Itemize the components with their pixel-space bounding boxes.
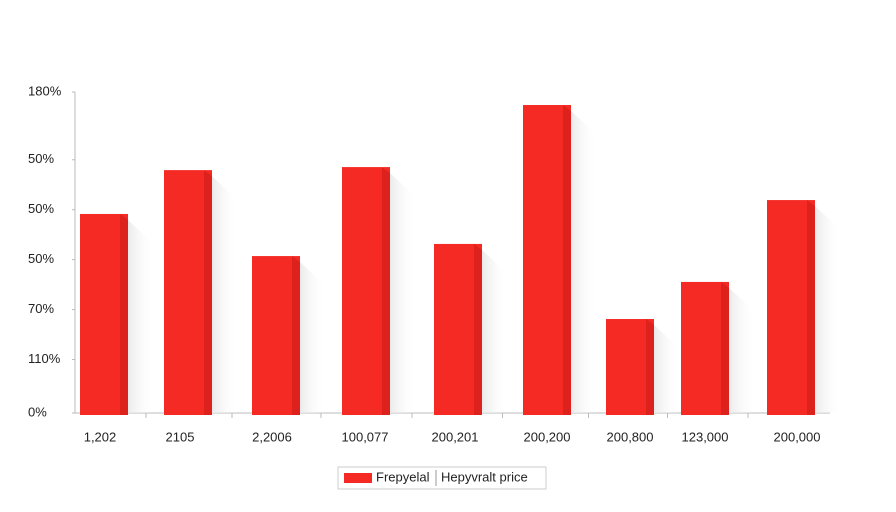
x-tick-label: 2,2006 (252, 429, 292, 444)
bar-side (563, 105, 571, 415)
bar-shadow (300, 262, 326, 413)
bar-side (382, 167, 390, 415)
bar-shadow (571, 111, 597, 413)
y-tick-label: 110% (28, 351, 61, 366)
legend: Frepyelal Hepyvralt price (337, 466, 547, 490)
x-tick-label: 100,077 (342, 429, 389, 444)
bar-side (204, 170, 212, 415)
bar-shadow (815, 206, 841, 413)
x-tick-label: 200,000 (774, 429, 821, 444)
y-tick-label: 180% (28, 83, 62, 98)
bar-shadow (654, 325, 680, 413)
bar-shadow (390, 173, 416, 413)
bar-side (292, 256, 300, 415)
bar-shadow (128, 219, 154, 413)
bar-side (721, 281, 729, 415)
y-tick-label: 70% (28, 301, 54, 316)
legend-swatch (344, 473, 372, 483)
legend-subtitle: Hepyvralt price (441, 469, 528, 484)
bar-shadow (212, 176, 238, 413)
bar-side (474, 243, 482, 415)
bar-side (807, 200, 815, 415)
x-tick-label: 200,800 (607, 429, 654, 444)
x-tick-label: 1,202 (84, 429, 117, 444)
x-tick-label: 200,200 (524, 429, 571, 444)
bar-shadow (482, 249, 508, 413)
y-tick-label: 50% (28, 251, 54, 266)
legend-box (337, 466, 547, 490)
bar-shadow (729, 287, 755, 413)
x-tick-label: 2105 (166, 429, 195, 444)
x-tick-label: 123,000 (682, 429, 729, 444)
y-tick-label: 50% (28, 151, 54, 166)
legend-label: Frepyelal (376, 469, 430, 484)
y-tick-label: 0% (28, 404, 47, 419)
bar-side (646, 319, 654, 415)
x-tick-label: 200,201 (432, 429, 479, 444)
y-tick-label: 50% (28, 201, 54, 216)
bar-side (120, 213, 128, 415)
